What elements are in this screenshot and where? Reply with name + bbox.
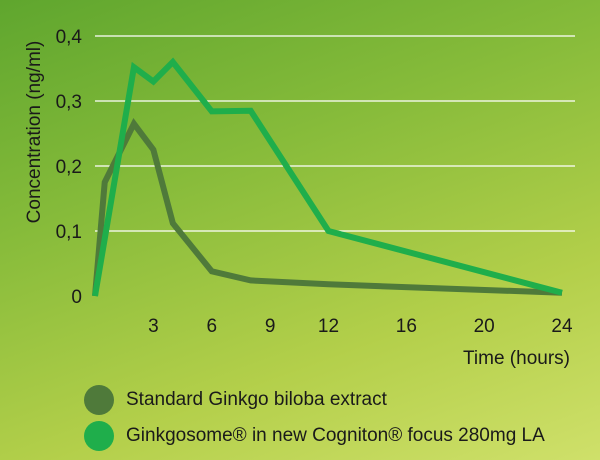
y-tick-label: 0,2 [56, 157, 82, 178]
legend-item-ginkgosome: Ginkgosome® in new Cogniton® focus 280mg… [84, 418, 545, 454]
x-tick-label: 6 [206, 316, 217, 337]
series-line-standard [92, 118, 563, 297]
x-tick-label: 12 [318, 316, 339, 337]
tick-labels: 0 0,1 0,2 0,3 0,4 3 6 9 12 16 20 24 [56, 27, 573, 337]
legend-item-standard: Standard Ginkgo biloba extract [84, 382, 545, 418]
legend: Standard Ginkgo biloba extract Ginkgosom… [84, 382, 545, 454]
x-tick-label: 9 [265, 316, 276, 337]
x-axis-title: Time (hours) [463, 348, 570, 369]
y-tick-label: 0,1 [56, 222, 82, 243]
x-tick-label: 3 [148, 316, 159, 337]
x-tick-label: 20 [474, 316, 495, 337]
legend-swatch-ginkgosome [84, 421, 114, 451]
y-tick-label: 0 [71, 287, 82, 308]
concentration-chart: 0 0,1 0,2 0,3 0,4 3 6 9 12 16 20 24 Concentration (… [24, 27, 573, 369]
legend-swatch-standard [84, 385, 114, 415]
x-tick-label: 24 [551, 316, 573, 337]
series-line-ginkgosome [92, 57, 563, 297]
y-tick-label: 0,3 [56, 92, 82, 113]
series-lines [92, 57, 563, 297]
y-axis-title: Concentration (ng/ml) [24, 41, 45, 224]
x-tick-label: 16 [396, 316, 417, 337]
legend-label-standard: Standard Ginkgo biloba extract [126, 389, 387, 410]
legend-label-ginkgosome: Ginkgosome® in new Cogniton® focus 280mg… [126, 425, 545, 446]
y-tick-label: 0,4 [56, 27, 83, 48]
